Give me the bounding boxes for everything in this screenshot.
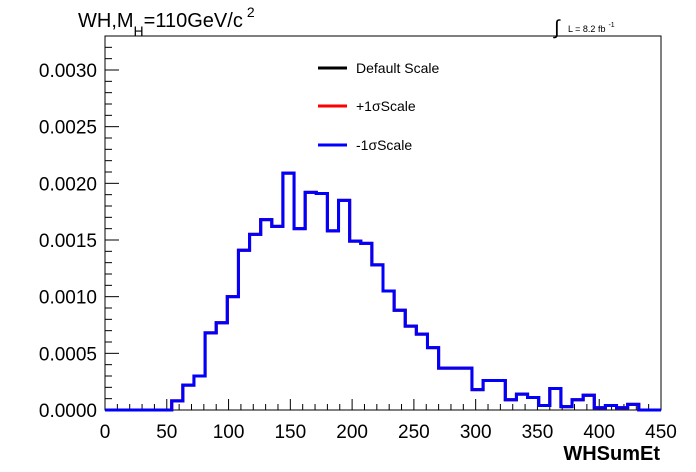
y-tick-label: 0.0005 bbox=[39, 344, 97, 365]
series-layer bbox=[105, 171, 661, 412]
series-minus-1sigma-scale-line bbox=[105, 171, 661, 412]
luminosity-label: ∫ L = 8.2 fb -1 bbox=[553, 17, 615, 39]
legend-item-minus-1sigma-scale: -1σScale bbox=[318, 137, 412, 153]
chart-title: WH,MH=110GeV/c 2 bbox=[78, 4, 255, 39]
legend-label-plus-1sigma-scale: +1σScale bbox=[356, 98, 416, 114]
x-axis-label: WHSumEt bbox=[563, 443, 660, 465]
plot-frame bbox=[104, 35, 662, 411]
x-tick-label: 450 bbox=[645, 422, 677, 443]
x-tick-label: 100 bbox=[213, 422, 245, 443]
legend-label-default-scale: Default Scale bbox=[356, 60, 439, 76]
x-tick-label: 400 bbox=[583, 422, 615, 443]
y-tick-label: 0.0030 bbox=[39, 61, 97, 82]
svg-text:∫: ∫ bbox=[553, 17, 561, 39]
y-tick-label: 0.0015 bbox=[39, 231, 97, 252]
x-tick-label: 200 bbox=[336, 422, 368, 443]
legend-label-minus-1sigma-scale: -1σScale bbox=[356, 137, 412, 153]
svg-text:L = 8.2 fb-1: L = 8.2 fb -1 bbox=[568, 22, 615, 34]
y-tick-label: 0.0020 bbox=[39, 174, 97, 195]
x-tick-label: 300 bbox=[460, 422, 492, 443]
legend: Default Scale +1σScale -1σScale bbox=[318, 60, 439, 153]
x-tick-label: 0 bbox=[100, 422, 111, 443]
y-tick-label: 0.0010 bbox=[39, 288, 97, 309]
x-tick-label: 150 bbox=[274, 422, 306, 443]
axes: 0.0000 0.0005 0.0010 0.0015 0.0020 0.0025 0.00… bbox=[39, 35, 677, 443]
y-tick-label: 0.0000 bbox=[39, 401, 97, 422]
x-tick-label: 50 bbox=[156, 422, 177, 443]
x-tick-label: 250 bbox=[398, 422, 430, 443]
y-tick-label: 0.0025 bbox=[39, 118, 97, 139]
legend-item-default-scale: Default Scale bbox=[318, 60, 439, 76]
x-tick-label: 350 bbox=[522, 422, 554, 443]
legend-item-plus-1sigma-scale: +1σScale bbox=[318, 98, 416, 114]
